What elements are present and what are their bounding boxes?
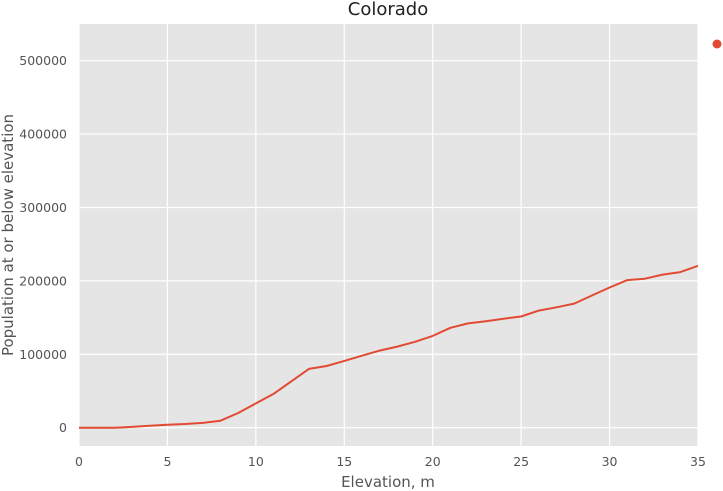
x-tick-label: 10 bbox=[248, 454, 264, 469]
plot-background bbox=[79, 24, 698, 446]
x-axis-ticks: 0 5 10 15 20 25 30 35 bbox=[75, 454, 706, 469]
y-tick-label: 0 bbox=[59, 420, 67, 435]
grid-lines bbox=[78, 24, 699, 446]
x-axis-label: Elevation, m bbox=[341, 473, 435, 491]
x-tick-label: 5 bbox=[163, 454, 171, 469]
x-tick-label: 0 bbox=[75, 454, 83, 469]
y-axis-ticks: 0 100000 200000 300000 400000 500000 bbox=[19, 53, 67, 435]
y-tick-label: 300000 bbox=[19, 200, 67, 215]
chart-title: Colorado bbox=[348, 0, 428, 20]
series-group bbox=[79, 264, 699, 429]
y-tick-label: 400000 bbox=[19, 127, 67, 142]
x-tick-label: 15 bbox=[336, 454, 352, 469]
x-tick-label: 20 bbox=[425, 454, 441, 469]
y-tick-label: 500000 bbox=[19, 53, 67, 68]
y-tick-label: 100000 bbox=[19, 347, 67, 362]
x-tick-label: 25 bbox=[513, 454, 529, 469]
x-tick-label: 30 bbox=[602, 454, 618, 469]
y-tick-label: 200000 bbox=[19, 273, 67, 288]
y-axis-label: Population at or below elevation bbox=[0, 114, 17, 356]
legend-marker bbox=[712, 39, 722, 49]
series-line bbox=[79, 264, 699, 429]
x-tick-label: 35 bbox=[690, 454, 706, 469]
